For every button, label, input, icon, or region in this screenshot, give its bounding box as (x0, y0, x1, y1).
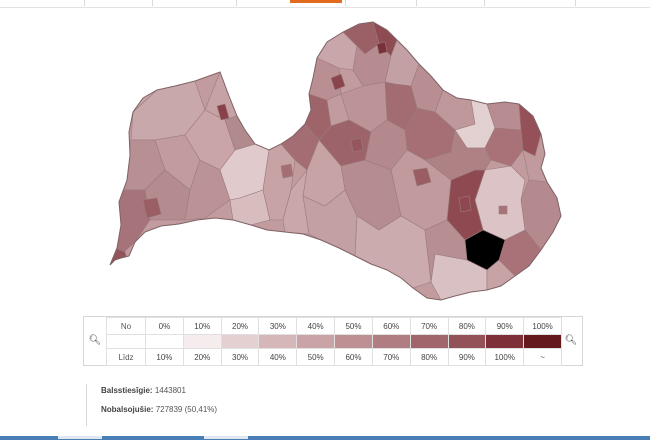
legend-box: 🔍︎ No 0% 10% 20% 30% 40% 50% 60% 70% 80%… (83, 316, 583, 366)
legend-to-row: Līdz 10% 20% 30% 40% 50% 60% 70% 80% 90%… (106, 348, 562, 366)
legend-from-value: 20% (220, 317, 260, 335)
top-tab-divider (416, 0, 417, 6)
latvia-map-svg[interactable] (95, 20, 565, 305)
legend-to-value: ~ (523, 348, 562, 366)
legend-swatch (485, 334, 525, 349)
legend-to-value: 20% (182, 348, 222, 366)
legend-to-value: 70% (371, 348, 411, 366)
legend-from-value: 60% (371, 317, 411, 335)
legend-swatch (296, 334, 336, 349)
legend-swatch (145, 334, 184, 349)
legend-swatch (258, 334, 298, 349)
legend-swatch (334, 334, 373, 349)
voted-line: Nobalsojušie: 727839 (50,41%) (101, 403, 401, 422)
map-region[interactable] (412, 167, 432, 187)
legend-to-value: 80% (409, 348, 449, 366)
top-tab-divider (236, 0, 237, 6)
legend-swatch (182, 334, 222, 349)
taskbar-tab[interactable] (58, 436, 102, 439)
voted-label: Nobalsojušie: (101, 405, 154, 414)
zoom-in-icon[interactable]: 🔍︎ (564, 335, 578, 346)
legend-from-value: 50% (334, 317, 373, 335)
eligible-voters-line: Balsstiesīgie: 1443801 (101, 384, 401, 403)
map-region[interactable] (330, 73, 346, 91)
voted-value: 727839 (50,41%) (155, 405, 218, 414)
legend-to-value: 50% (296, 348, 336, 366)
legend-from-value: 80% (447, 317, 487, 335)
top-tab-divider (484, 0, 485, 6)
map-region[interactable] (216, 103, 230, 121)
legend-table: No 0% 10% 20% 30% 40% 50% 60% 70% 80% 90… (106, 317, 562, 366)
map-region[interactable] (354, 215, 432, 289)
legend-swatch (371, 334, 411, 349)
top-tab-divider (345, 0, 346, 6)
map-regions[interactable] (95, 20, 565, 305)
latvia-turnout-map[interactable] (95, 20, 565, 305)
legend-to-value: 40% (258, 348, 298, 366)
latvia-outline (109, 21, 562, 301)
top-toolbar-strip (0, 0, 650, 8)
zoom-out-icon[interactable]: 🔍︎ (88, 335, 102, 346)
legend-from-label: No (106, 317, 146, 335)
legend-from-value: 100% (523, 317, 562, 335)
legend-to-value: 60% (334, 348, 373, 366)
legend-swatch (523, 334, 562, 349)
legend-from-value: 0% (145, 317, 184, 335)
map-region[interactable] (376, 41, 388, 55)
legend-to-value: 10% (145, 348, 184, 366)
top-active-tab-indicator (290, 0, 342, 3)
legend-swatch (220, 334, 260, 349)
map-region[interactable] (424, 129, 492, 181)
legend-swatch-spacer (106, 334, 146, 349)
legend-from-value: 90% (485, 317, 525, 335)
map-region[interactable] (350, 137, 364, 153)
taskbar-tab[interactable] (204, 436, 248, 439)
legend-to-value: 90% (447, 348, 487, 366)
map-region[interactable] (280, 163, 294, 179)
top-tab-divider (84, 0, 85, 6)
map-region[interactable] (458, 195, 472, 213)
legend-from-value: 70% (409, 317, 449, 335)
top-tab-divider (575, 0, 576, 6)
legend-from-row: No 0% 10% 20% 30% 40% 50% 60% 70% 80% 90… (106, 317, 562, 335)
legend-from-value: 40% (296, 317, 336, 335)
eligible-voters-label: Balsstiesīgie: (101, 386, 153, 395)
legend-swatch-row (106, 334, 562, 349)
top-tab-divider (152, 0, 153, 6)
taskbar-strip (0, 436, 650, 440)
legend-from-value: 30% (258, 317, 298, 335)
legend-from-value: 10% (182, 317, 222, 335)
legend-to-value: 30% (220, 348, 260, 366)
legend-swatch (447, 334, 487, 349)
legend-swatch (409, 334, 449, 349)
legend-to-label: Līdz (106, 348, 146, 366)
legend-to-value: 100% (485, 348, 525, 366)
map-region[interactable] (498, 205, 508, 215)
eligible-voters-value: 1443801 (154, 386, 186, 395)
map-region[interactable] (142, 197, 162, 219)
summary-panel: Balsstiesīgie: 1443801 Nobalsojušie: 727… (86, 384, 401, 426)
map-region[interactable] (424, 219, 468, 283)
